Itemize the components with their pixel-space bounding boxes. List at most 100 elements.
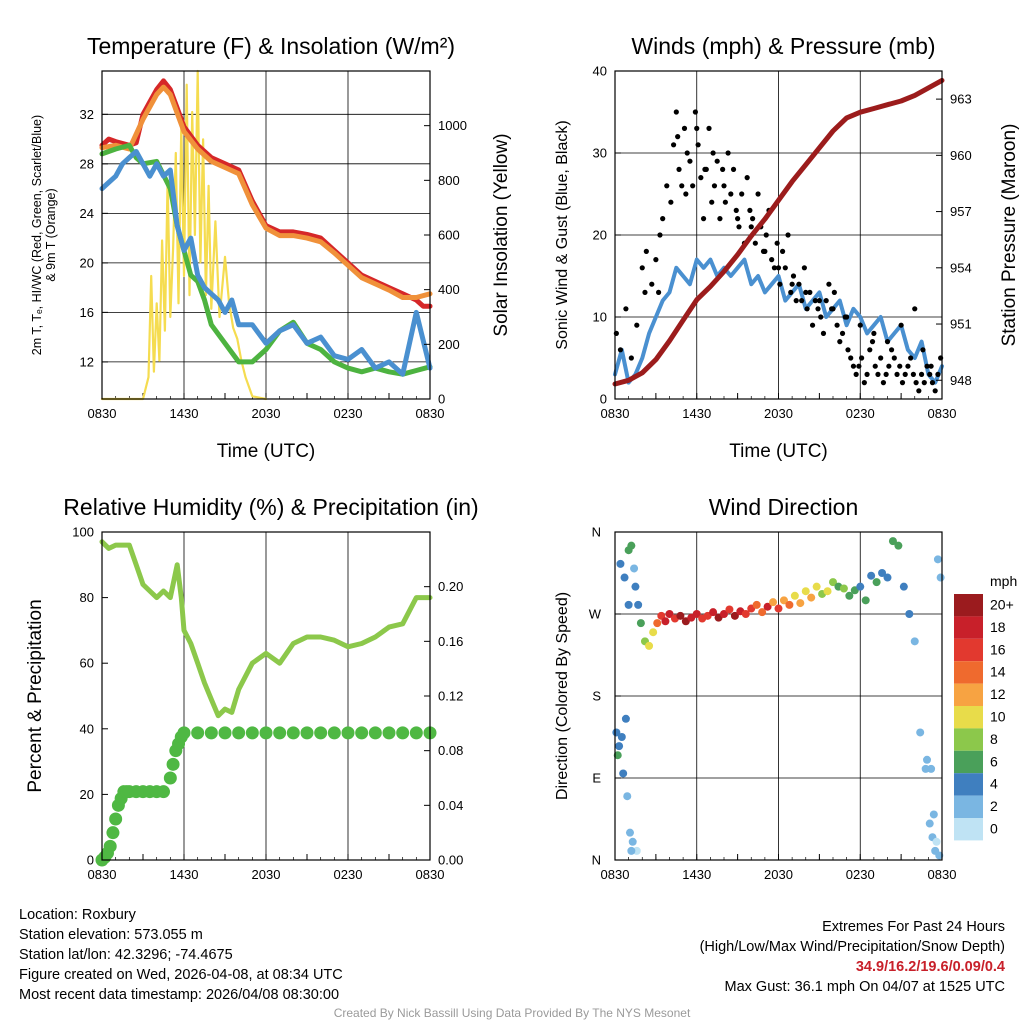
gust-point — [856, 363, 862, 369]
precipitation-point — [245, 726, 259, 740]
colorbar-title: mph — [990, 573, 1017, 589]
gust-point — [916, 388, 922, 394]
gust-point — [878, 355, 884, 361]
gust-point — [634, 322, 640, 328]
colorbar-swatch — [954, 706, 983, 729]
temp-ytick-label: 16 — [80, 305, 94, 320]
winds-chart-title: Winds (mph) & Pressure (mb) — [631, 33, 935, 59]
precipitation-point — [163, 771, 177, 785]
gust-point — [935, 371, 941, 377]
extremes-legend: (High/Low/Max Wind/Precipitation/Snow De… — [699, 939, 1005, 955]
gust-point — [908, 355, 914, 361]
gust-point — [853, 371, 859, 377]
gust-point — [735, 216, 741, 222]
wind-direction-point — [856, 582, 865, 591]
winds-xtick-label: 0830 — [928, 406, 957, 421]
wind-direction-point — [861, 596, 870, 605]
gust-point — [801, 265, 807, 271]
gust-point — [804, 306, 810, 312]
gust-point — [774, 240, 780, 246]
gust-point — [709, 199, 715, 205]
gust-point — [752, 240, 758, 246]
winds-xlabel: Time (UTC) — [729, 441, 828, 462]
temp-ylabel-right: Solar Insolation (Yellow) — [491, 133, 512, 336]
gust-point — [807, 289, 813, 295]
gust-point — [921, 380, 927, 386]
gust-point — [782, 265, 788, 271]
latlon-text: Station lat/lon: 42.3296; -74.4675 — [19, 947, 233, 963]
elevation-text: Station elevation: 573.055 m — [19, 927, 203, 943]
gust-point — [816, 298, 822, 304]
winds-xtick-label: 1430 — [682, 406, 711, 421]
winds-ytick-label: 20 — [593, 228, 607, 243]
winddir-xtick-label: 1430 — [682, 867, 711, 882]
wind-direction-point — [894, 541, 903, 550]
wind-direction-point — [725, 605, 734, 614]
gust-point — [867, 347, 873, 353]
gust-point — [861, 380, 867, 386]
wind-direction-point — [916, 728, 925, 737]
colorbar-swatch — [954, 683, 983, 706]
precipitation-point — [157, 785, 170, 799]
gust-point — [684, 150, 690, 156]
gust-point — [845, 347, 851, 353]
gust-point — [748, 224, 754, 230]
temp-xtick-label: 2030 — [252, 406, 281, 421]
gust-point — [733, 207, 739, 213]
precipitation-point — [218, 726, 232, 740]
rh-ylabel-left: Percent & Precipitation — [25, 599, 46, 792]
winddir-ylabel-left: Direction (Colored By Speed) — [554, 592, 571, 800]
wind-direction-point — [617, 733, 626, 741]
gust-point — [859, 355, 865, 361]
gust-point — [639, 265, 645, 271]
precipitation-point — [286, 726, 300, 740]
gust-point — [897, 363, 903, 369]
gust-point — [927, 371, 933, 377]
wind-direction-point — [631, 582, 640, 591]
credit-text: Created By Nick Bassill Using Data Provi… — [333, 1006, 691, 1020]
wind-direction-point — [628, 837, 637, 846]
precipitation-point — [166, 757, 180, 771]
gust-point — [628, 355, 634, 361]
precipitation-point — [191, 726, 205, 740]
gust-point — [834, 322, 840, 328]
wind-direction-point — [676, 611, 685, 620]
rh-xtick-label: 0830 — [88, 867, 117, 882]
gust-point — [785, 232, 791, 238]
rh-xtick-label: 0230 — [334, 867, 363, 882]
temp-xtick-label: 0830 — [88, 406, 117, 421]
wind-direction-point — [812, 582, 821, 591]
gust-point — [706, 125, 712, 131]
wind-direction-point — [807, 593, 816, 602]
gust-point — [692, 109, 698, 115]
gust-point — [643, 248, 649, 254]
temp-ylabel-left-1: 2m T, Tₑ, HI/WC (Red, Green, Scarlet/Blu… — [30, 115, 44, 355]
gust-point — [831, 289, 837, 295]
wind-direction-point — [801, 587, 810, 596]
gust-point — [844, 314, 850, 320]
wind-direction-point — [927, 764, 936, 773]
gust-point — [848, 355, 854, 361]
precipitation-point — [103, 839, 117, 853]
gust-point — [779, 248, 786, 254]
rh-ytick-label: 60 — [80, 656, 94, 671]
gust-point — [809, 322, 816, 328]
winds-ytick-label: 40 — [593, 64, 607, 79]
precipitation-point — [106, 826, 120, 840]
extremes-panel: Extremes For Past 24 Hours (High/Low/Max… — [700, 917, 1005, 997]
precipitation-point — [382, 726, 396, 740]
gust-point — [875, 371, 881, 377]
gust-point — [872, 363, 878, 369]
gust-point — [617, 347, 624, 353]
wind-direction-point — [649, 628, 658, 637]
precipitation-point — [204, 726, 218, 740]
gust-point — [739, 191, 745, 197]
wind-direction-point — [769, 598, 778, 607]
rh-ytick-right-label: 0.00 — [438, 853, 463, 868]
gust-point — [755, 191, 761, 197]
wind-direction-point — [624, 600, 633, 609]
colorbar-label: 16 — [990, 641, 1006, 657]
gust-point — [815, 306, 821, 312]
temp-xtick-label: 0230 — [334, 406, 363, 421]
gust-point — [710, 150, 716, 156]
